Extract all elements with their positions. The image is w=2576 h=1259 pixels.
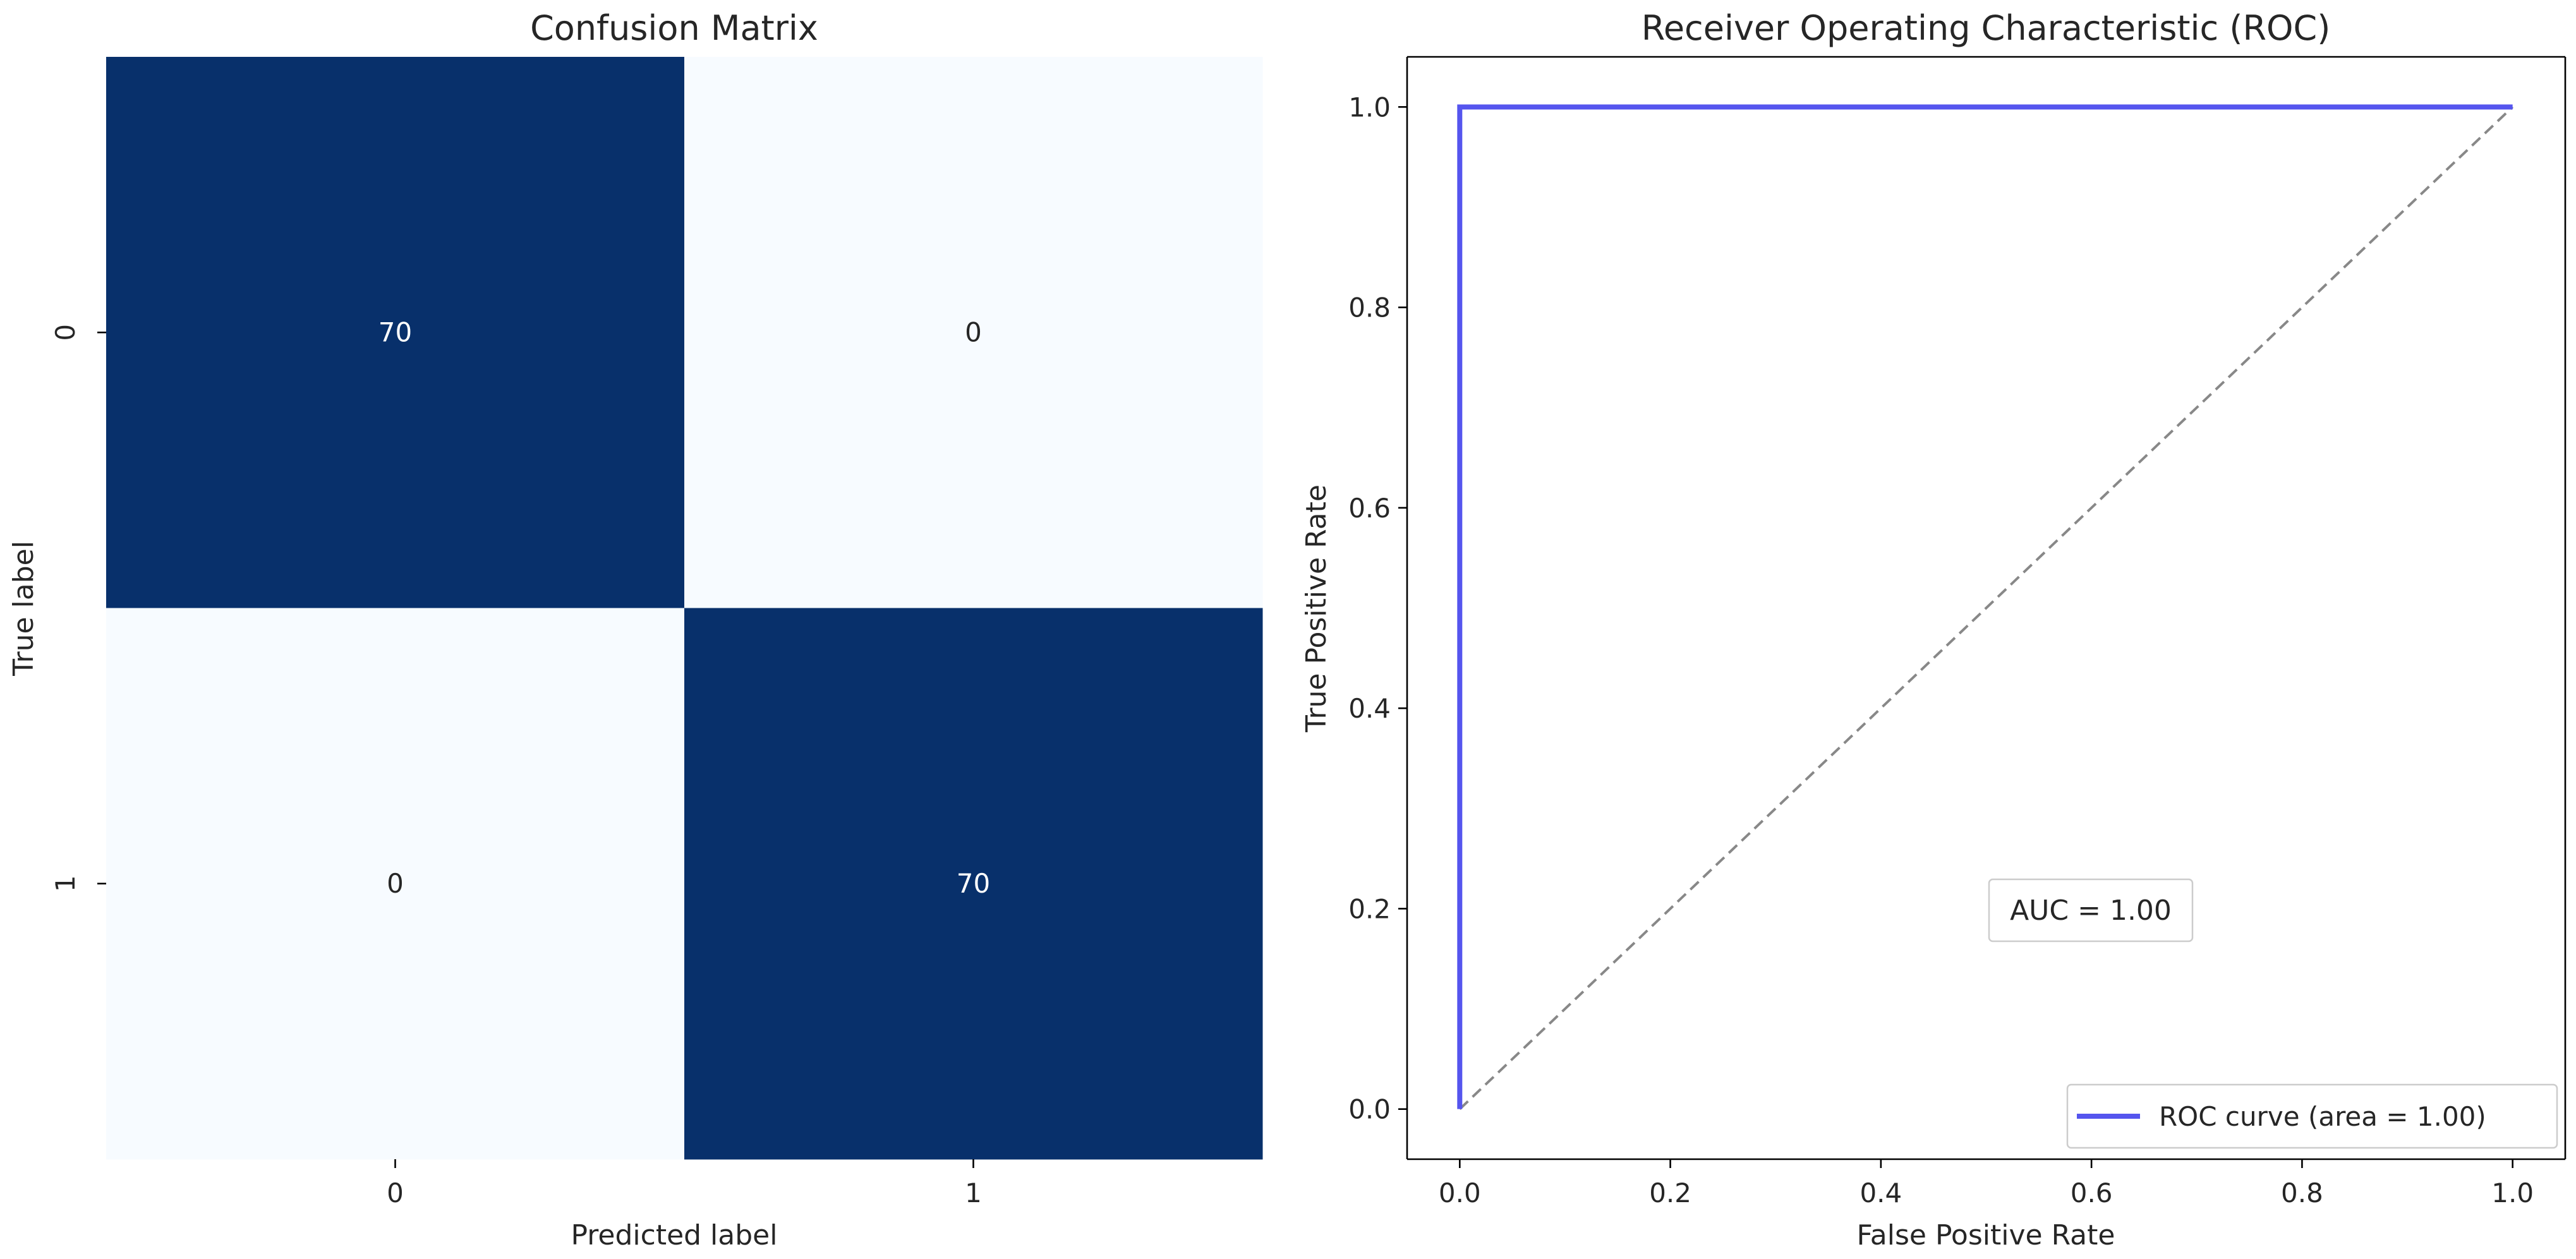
auc-annotation-box [1988,878,2194,943]
roc-y-tick-label: 0.0 [1348,1094,1391,1125]
confusion-matrix-cell-value: 70 [378,316,412,347]
confusion-matrix-x-tick-label: 1 [965,1178,982,1208]
roc-y-tick-label: 0.4 [1348,693,1391,724]
confusion-matrix-y-tick-label: 0 [50,324,81,341]
roc-legend: ROC curve (area = 1.00) [2066,1083,2558,1149]
confusion-matrix-cell [684,608,1263,1160]
confusion-matrix-cell-value: 0 [965,316,982,347]
confusion-matrix-ylabel: True label [8,541,40,677]
roc-y-tick-label: 1.0 [1348,92,1391,123]
roc-legend-label: ROC curve (area = 1.00) [2159,1101,2486,1132]
confusion-matrix-cell-value: 0 [387,868,404,899]
roc-x-tick-label: 0.8 [2281,1178,2323,1208]
roc-ylabel: True Positive Rate [1300,485,1333,733]
roc-x-ticks: 0.0 0.2 0.4 0.6 0.8 1.0 [1439,1159,2534,1208]
roc-xlabel: False Positive Rate [1857,1219,2115,1251]
roc-legend-box [2066,1083,2558,1149]
chance-diagonal-line [1458,105,2514,1111]
roc-chart: 0.0 0.2 0.4 0.6 0.8 1.0 0.0 0.2 0.4 0.6 0.8 1.0 AU… [1300,8,2567,1251]
confusion-matrix-cell [684,57,1263,608]
roc-y-tick-label: 0.6 [1348,493,1391,524]
roc-x-tick-label: 1.0 [2491,1178,2534,1208]
roc-curve-line [1457,104,2513,1109]
roc-x-tick-label: 0.0 [1439,1178,1481,1208]
roc-x-tick-label: 0.2 [1649,1178,1691,1208]
confusion-matrix-cell-value: 70 [957,868,990,899]
roc-x-tick-label: 0.6 [2071,1178,2113,1208]
roc-y-tick-label: 0.8 [1348,292,1391,323]
confusion-matrix-cell-values: 70 0 0 70 [378,316,990,899]
confusion-matrix-cell [106,608,685,1160]
confusion-matrix-cell [106,57,685,608]
roc-y-ticks: 0.0 0.2 0.4 0.6 0.8 1.0 [1348,92,1407,1125]
confusion-matrix-cells [106,57,1263,1160]
confusion-matrix-x-tick-label: 0 [387,1178,404,1208]
confusion-matrix-y-ticks: 01 [50,324,106,892]
auc-annotation: AUC = 1.00 [1988,878,2194,943]
roc-title: Receiver Operating Characteristic (ROC) [1642,8,2331,48]
auc-annotation-text: AUC = 1.00 [2010,895,2172,927]
confusion-matrix-y-tick-label: 1 [50,875,81,892]
confusion-matrix-title: Confusion Matrix [530,8,818,48]
roc-y-tick-label: 0.2 [1348,893,1391,924]
confusion-matrix-xlabel: Predicted label [571,1219,778,1251]
roc-x-tick-label: 0.4 [1859,1178,1902,1208]
